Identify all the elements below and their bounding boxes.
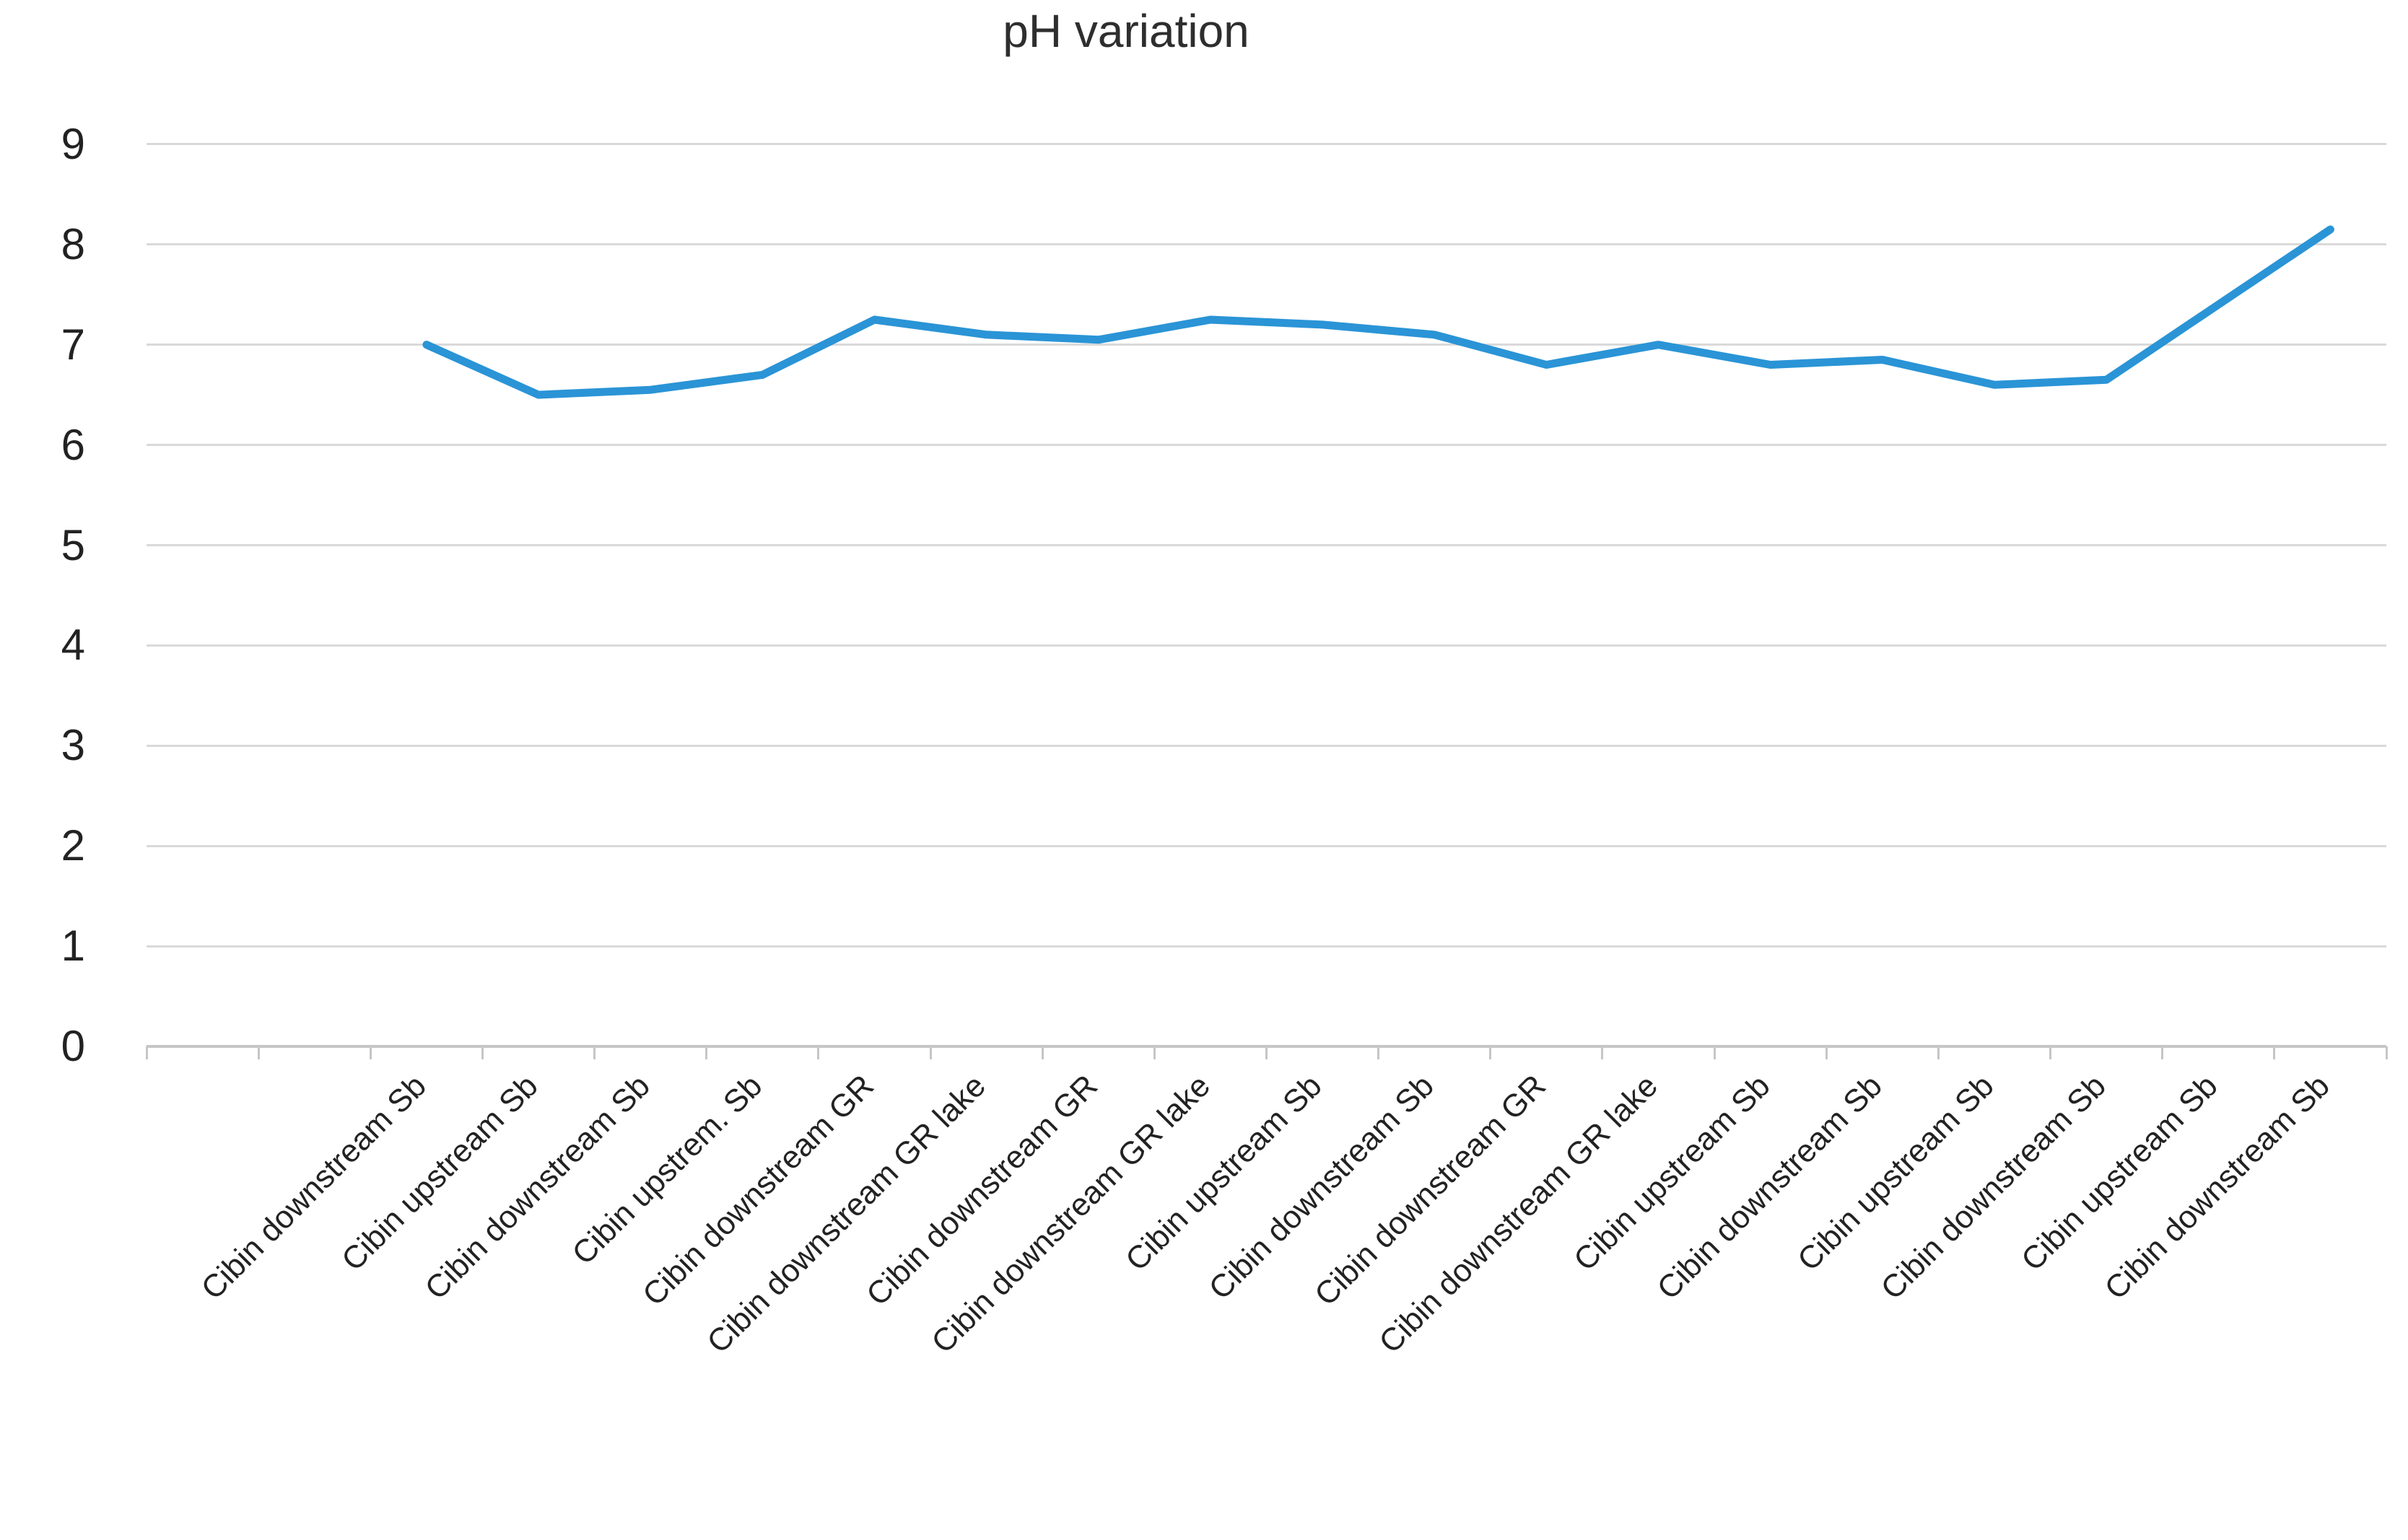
y-axis-tick-label: 0 [61,1022,85,1070]
x-axis-tick-mark [257,1046,260,1059]
x-axis-tick-mark [1489,1046,1492,1059]
gridline [147,744,2386,747]
x-axis-tick-mark [1377,1046,1380,1059]
x-axis-tick-mark [145,1046,148,1059]
x-axis-tick-mark [817,1046,820,1059]
x-axis-tick-mark [929,1046,932,1059]
x-axis-tick-mark [593,1046,596,1059]
gridline [147,644,2386,647]
gridline [147,344,2386,346]
y-axis-tick-label: 6 [61,420,85,469]
x-axis-tick-mark [1825,1046,1828,1059]
y-axis-tick-label: 2 [61,821,85,870]
x-axis-tick-mark [2273,1046,2276,1059]
x-axis-tick-mark [1265,1046,1268,1059]
chart-title: pH variation [1003,5,1249,57]
x-axis-tick-mark [2385,1046,2388,1059]
y-axis-tick-label: 4 [61,621,85,670]
gridline [147,844,2386,847]
x-axis-tick-mark [1713,1046,1716,1059]
x-axis-tick-mark [705,1046,708,1059]
y-axis-tick-label: 5 [61,520,85,569]
x-axis-tick-mark [1601,1046,1604,1059]
y-axis-tick-label: 9 [61,119,85,168]
y-axis-tick-label: 3 [61,721,85,770]
y-axis-tick-label: 8 [61,219,85,268]
x-axis-tick-mark [1153,1046,1156,1059]
x-axis-tick-mark [481,1046,484,1059]
x-axis-tick-mark [1937,1046,1940,1059]
ph-series-line [422,225,2334,399]
gridline [147,444,2386,447]
gridline [147,243,2386,246]
gridline [147,945,2386,948]
gridline [147,143,2386,146]
y-axis-tick-label: 1 [61,922,85,971]
x-axis-tick-mark [369,1046,372,1059]
y-axis-tick-label: 7 [61,320,85,369]
x-axis-tick-mark [2161,1046,2164,1059]
x-axis-tick-mark [2049,1046,2052,1059]
x-axis-tick-mark [1041,1046,1044,1059]
gridline [147,544,2386,546]
